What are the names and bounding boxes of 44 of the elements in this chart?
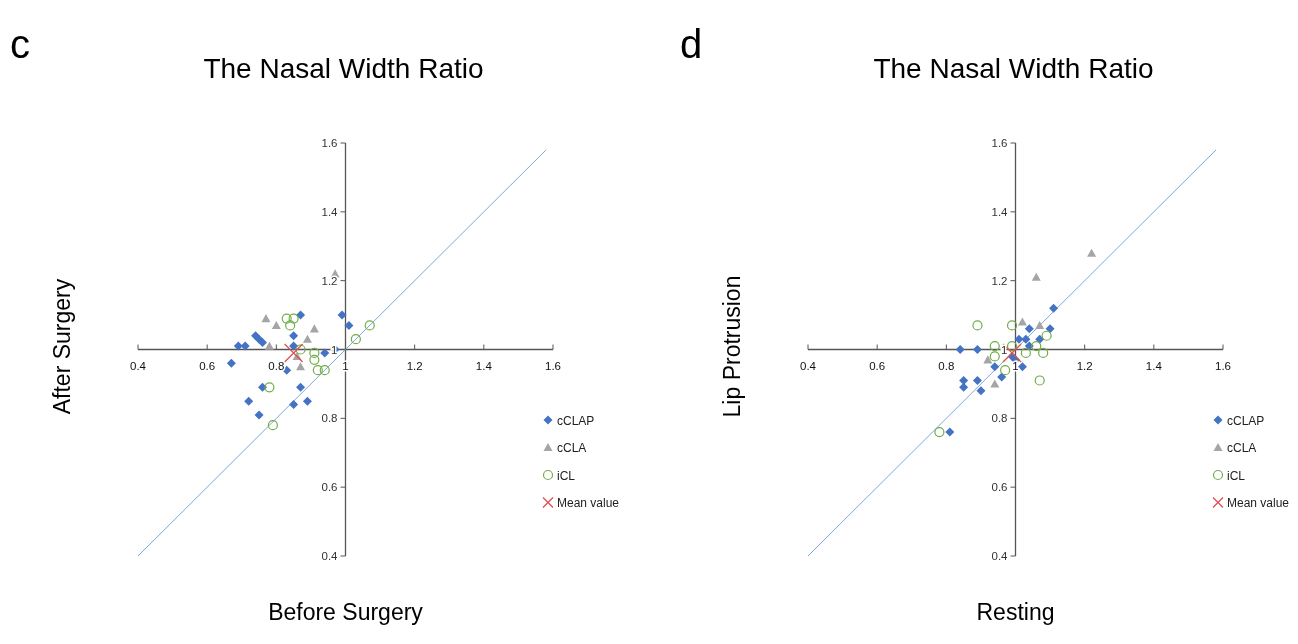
x-tick-label: 0.6 bbox=[199, 359, 216, 372]
y-tick-label: 0.6 bbox=[991, 481, 1008, 494]
x-tick-label: 0.8 bbox=[938, 359, 955, 372]
y-tick-label: 1.2 bbox=[321, 274, 338, 287]
chart-title: The Nasal Width Ratio bbox=[873, 53, 1154, 84]
y-axis-title: Lip Protrusion bbox=[719, 275, 745, 418]
x-tick-label: 1.6 bbox=[545, 359, 561, 372]
legend-label: cCLAP bbox=[1227, 413, 1265, 428]
legend-label: cCLA bbox=[1227, 441, 1257, 455]
x-axis-title: Resting bbox=[976, 599, 1055, 625]
x-tick-label: 0.4 bbox=[130, 359, 147, 372]
x-tick-label: 1.6 bbox=[1215, 359, 1231, 372]
x-axis-title: Before Surgery bbox=[268, 599, 424, 625]
y-tick-label: 0.6 bbox=[321, 481, 338, 494]
y-tick-label: 1.6 bbox=[321, 137, 338, 149]
y-tick-label: 1 bbox=[1001, 343, 1008, 356]
legend-label: Mean value bbox=[1227, 496, 1290, 510]
y-tick-label: 0.8 bbox=[321, 412, 338, 425]
legend-label: iCL bbox=[1227, 468, 1246, 483]
legend-label: Mean value bbox=[557, 496, 620, 510]
x-tick-label: 1.2 bbox=[1076, 359, 1093, 372]
x-tick-label: 0.8 bbox=[268, 359, 285, 372]
legend-label: cCLA bbox=[557, 441, 587, 455]
y-tick-label: 1.2 bbox=[991, 274, 1008, 287]
x-tick-label: 0.4 bbox=[800, 359, 817, 372]
y-tick-label: 0.8 bbox=[991, 412, 1008, 425]
legend-label: cCLAP bbox=[557, 413, 595, 428]
x-tick-label: 1.4 bbox=[1145, 359, 1163, 372]
text: c bbox=[10, 22, 30, 66]
x-tick-label: 0.6 bbox=[869, 359, 886, 372]
x-tick-label: 1.2 bbox=[406, 359, 423, 372]
y-tick-label: 1.4 bbox=[321, 205, 339, 218]
x-tick-label: 1.4 bbox=[475, 359, 493, 372]
y-tick-label: 1 bbox=[331, 343, 338, 356]
chart-title: The Nasal Width Ratio bbox=[203, 53, 484, 84]
text: d bbox=[680, 22, 703, 66]
y-tick-label: 1.4 bbox=[991, 205, 1009, 218]
x-tick-label: 1 bbox=[1012, 359, 1019, 372]
y-axis-title: After Surgery bbox=[49, 278, 75, 415]
legend-label: iCL bbox=[557, 468, 576, 483]
y-tick-label: 0.4 bbox=[991, 550, 1009, 562]
x-tick-label: 1 bbox=[342, 359, 349, 372]
y-tick-label: 1.6 bbox=[991, 137, 1008, 149]
y-tick-label: 0.4 bbox=[321, 550, 339, 562]
